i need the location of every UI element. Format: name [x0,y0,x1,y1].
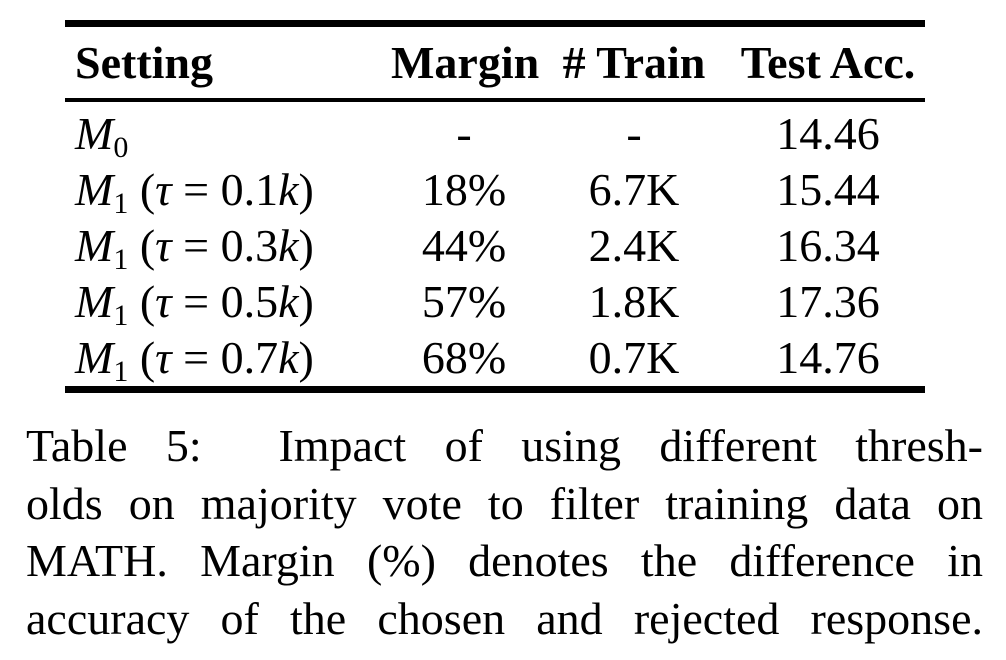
equals-sign: = [171,220,221,271]
threshold-value: 0.3 [220,220,279,271]
column-header-train: # Train [537,23,731,102]
math-subscript: 1 [113,243,129,277]
math-tau: τ [155,332,172,383]
paren-close: ) [298,220,314,271]
acc-cell: 14.76 [776,332,880,383]
acc-cell: 15.44 [776,164,880,215]
paren-open: ( [128,164,156,215]
margin-cell: - [456,108,472,159]
paren-open: ( [128,220,156,271]
equals-sign: = [171,276,221,327]
acc-cell: 17.36 [776,276,880,327]
margin-cell: 68% [421,332,507,383]
paren-close: ) [298,332,314,383]
math-tau: τ [155,276,172,327]
table-caption: Table 5: Impact of using different thres… [26,417,983,647]
equals-sign: = [171,332,221,383]
paren-open: ( [128,276,156,327]
math-subscript: 0 [113,131,129,165]
train-cell: 2.4K [588,220,680,271]
table-row: M1 (τ = 0.3k) 44% 2.4K 16.34 [65,218,925,277]
threshold-value: 0.1 [220,164,279,215]
math-k: k [278,276,299,327]
math-var: M [75,108,114,159]
caption-line: Table 5: Impact of using different thres… [26,420,983,471]
setting-cell: M0 [65,100,391,165]
math-subscript: 1 [113,299,129,333]
table-row: M0 - - 14.46 [65,100,925,165]
table-row: M1 (τ = 0.7k) 68% 0.7K 14.76 [65,330,925,390]
caption-line: MATH. Margin (%) denotes the difference … [26,535,983,586]
math-var: M [75,164,114,215]
paren-open: ( [128,332,156,383]
math-tau: τ [155,164,172,215]
paren-close: ) [298,164,314,215]
acc-cell: 14.46 [776,108,880,159]
acc-cell: 16.34 [776,220,880,271]
setting-cell: M1 (τ = 0.7k) [65,330,391,390]
column-header-test-acc: Test Acc. [731,23,925,102]
train-cell: 1.8K [588,276,680,327]
math-subscript: 1 [113,355,129,389]
caption-line: olds on majority vote to filter training… [26,477,983,529]
margin-cell: 57% [421,276,507,327]
math-k: k [278,220,299,271]
column-header-margin: Margin [391,23,539,102]
setting-cell: M1 (τ = 0.1k) [65,162,391,221]
column-header-setting: Setting [65,23,391,102]
math-k: k [278,332,299,383]
table-row: M1 (τ = 0.1k) 18% 6.7K 15.44 [65,162,925,221]
math-var: M [75,220,114,271]
math-tau: τ [155,220,172,271]
math-var: M [75,332,114,383]
train-cell: 6.7K [588,164,680,215]
table-row: M1 (τ = 0.5k) 57% 1.8K 17.36 [65,274,925,333]
setting-cell: M1 (τ = 0.5k) [65,274,391,333]
math-k: k [278,164,299,215]
math-var: M [75,276,114,327]
header-row: Setting Margin # Train Test Acc. [65,23,925,102]
threshold-value: 0.7 [220,332,279,383]
margin-cell: 44% [421,220,507,271]
train-cell: 0.7K [588,332,680,383]
threshold-value: 0.5 [220,276,279,327]
margin-cell: 18% [421,164,507,215]
equals-sign: = [171,164,221,215]
paren-close: ) [298,276,314,327]
setting-cell: M1 (τ = 0.3k) [65,218,391,277]
math-subscript: 1 [113,187,129,221]
results-table: Setting Margin # Train Test Acc. M0 - - … [65,20,925,393]
caption-line: accuracy of the chosen and rejected resp… [26,592,983,644]
train-cell: - [626,108,642,159]
